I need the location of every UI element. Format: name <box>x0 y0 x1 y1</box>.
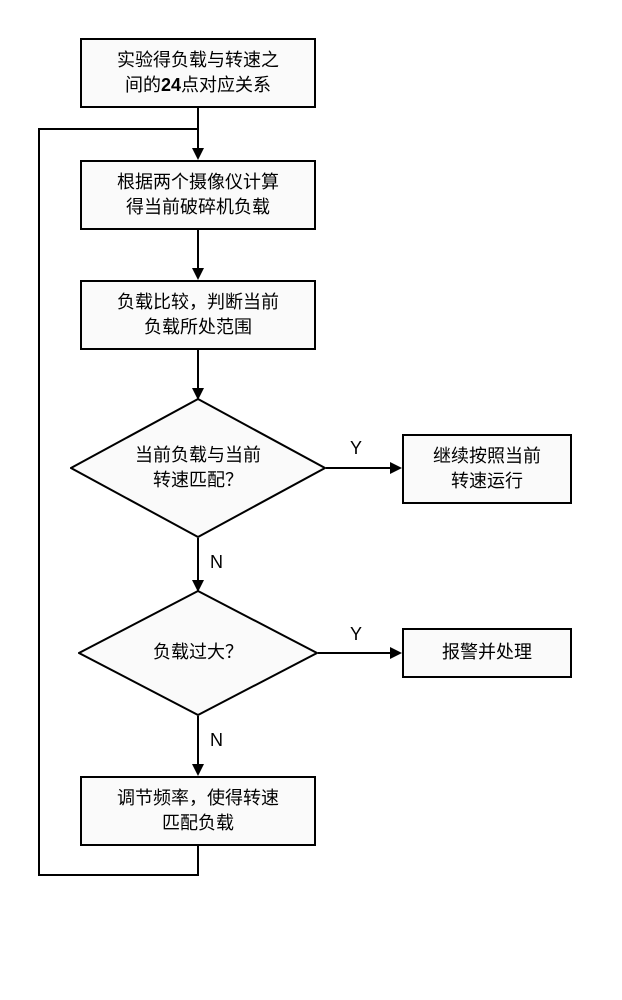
label-n4-no: N <box>208 552 225 573</box>
n1-line2b: 24 <box>161 75 181 95</box>
node-compare-range: 负载比较，判断当前 负载所处范围 <box>80 280 316 350</box>
node-compute-load: 根据两个摄像仪计算 得当前破碎机负载 <box>80 160 316 230</box>
n3-line2: 负载所处范围 <box>144 317 252 337</box>
node-alarm: 报警并处理 <box>402 628 572 678</box>
feedback-seg2 <box>38 874 199 876</box>
label-n6-yes: Y <box>348 624 364 645</box>
label-n6-no: N <box>208 730 225 751</box>
n4-line1: 当前负载与当前 <box>135 445 261 465</box>
feedback-seg3 <box>38 128 40 876</box>
n1-line1: 实验得负载与转速之 <box>117 50 279 70</box>
arrow-n1-n2-head <box>192 148 204 160</box>
arrow-n4-n5-head <box>390 462 402 474</box>
decision-match: 当前负载与当前 转速匹配？ <box>70 398 326 538</box>
decision-overload: 负载过大？ <box>78 590 318 716</box>
n6-line1: 负载过大？ <box>153 642 243 662</box>
node-continue-speed: 继续按照当前 转速运行 <box>402 434 572 504</box>
n7-line1: 报警并处理 <box>442 642 532 662</box>
n5-line2: 转速运行 <box>451 471 523 491</box>
node-experiment: 实验得负载与转速之 间的24点对应关系 <box>80 38 316 108</box>
label-n4-yes: Y <box>348 438 364 459</box>
n3-line1: 负载比较，判断当前 <box>117 292 279 312</box>
arrow-n6-n7-line <box>318 652 392 654</box>
n8-line2: 匹配负载 <box>162 813 234 833</box>
n5-line1: 继续按照当前 <box>433 446 541 466</box>
arrow-n2-n3-line <box>197 230 199 270</box>
n2-line2: 得当前破碎机负载 <box>126 197 270 217</box>
n1-line2c: 点对应关系 <box>181 75 271 95</box>
arrow-n3-n4-line <box>197 350 199 390</box>
arrow-n4-n6-line <box>197 538 199 582</box>
n4-line2: 转速匹配？ <box>153 470 243 490</box>
node-adjust-freq: 调节频率，使得转速 匹配负载 <box>80 776 316 846</box>
arrow-n6-n8-line <box>197 716 199 766</box>
arrow-n4-n5-line <box>326 467 392 469</box>
feedback-seg1 <box>197 846 199 876</box>
n2-line1: 根据两个摄像仪计算 <box>117 172 279 192</box>
feedback-seg4 <box>38 128 198 130</box>
n1-line2a: 间的 <box>125 75 161 95</box>
arrow-n2-n3-head <box>192 268 204 280</box>
arrow-n6-n8-head <box>192 764 204 776</box>
arrow-n6-n7-head <box>390 647 402 659</box>
n8-line1: 调节频率，使得转速 <box>117 788 279 808</box>
